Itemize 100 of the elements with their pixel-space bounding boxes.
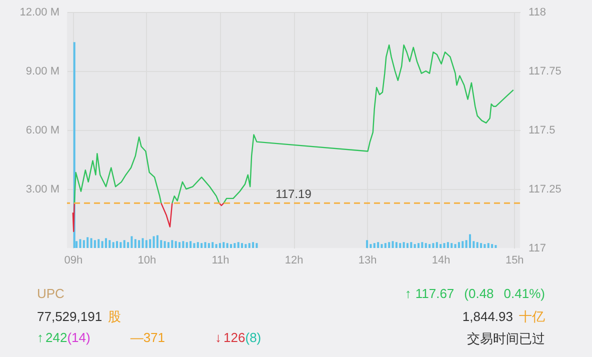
bar [484,244,486,248]
bar [402,242,405,248]
text: UPC [37,286,64,301]
text: 0.41%) [504,286,545,301]
bar [377,242,380,248]
y2-tick-label: 117.5 [528,124,556,136]
bar [112,242,114,248]
bar [212,242,214,248]
line-series [172,176,220,204]
bar [450,243,453,248]
bar [241,243,244,248]
text: 十亿 [519,308,545,326]
bar [98,239,100,248]
bar [494,245,497,248]
bar [152,236,155,248]
y-tick-label: 12.00 M [20,6,60,18]
y-tick-label: 3.00 M [26,184,60,196]
bar [476,242,478,248]
ref-line-label: 117.19 [276,187,312,202]
bar [418,243,420,248]
bar [222,242,225,248]
y2-tick-label: 117.25 [528,184,562,196]
bar [174,241,177,248]
bar [424,243,427,248]
bar [421,242,424,248]
bar [462,241,464,248]
bar [123,240,126,248]
bar [256,243,258,248]
bar [186,242,188,248]
x-tick-label: 13h [358,254,377,266]
x-tick-label: 15h [505,254,524,266]
bar [230,244,232,248]
text: 242 [46,330,68,345]
y2-tick-label: 117.75 [528,66,562,78]
bar [248,243,250,248]
bar [234,243,236,248]
line-series [74,136,162,204]
bar [244,244,247,248]
text: ↓ [215,330,222,345]
bar [370,244,372,248]
bar [458,242,460,248]
bar [101,241,104,248]
bar [156,235,158,248]
bar [443,243,446,248]
bar [446,242,449,248]
y2-tick-label: 117 [528,242,546,254]
text: 股 [108,308,122,326]
bar [79,239,82,248]
text: 交易时间已过 [467,330,545,348]
bar [204,242,206,248]
bar [108,240,111,248]
bar [215,244,218,248]
line-series [223,44,514,204]
bar [468,234,471,248]
bar [193,243,196,248]
bar [142,238,144,248]
bar [410,242,412,248]
bar [196,242,199,248]
bar [252,242,254,248]
bar [395,242,398,248]
bar [366,240,368,248]
bar [218,243,221,248]
bar [480,243,482,248]
y-tick-label: 9.00 M [26,66,60,78]
text: (0.48 [464,286,494,301]
text: 77,529,191 [37,309,102,324]
bar [380,244,383,248]
bar [182,241,184,248]
text: ↑ [404,286,412,301]
x-tick-label: 11h [212,254,230,266]
bar [406,243,408,248]
bar [171,240,174,248]
text: 126 [224,330,246,345]
bar [384,243,386,248]
bar [399,243,402,248]
bar [178,242,181,248]
bar [428,244,431,248]
bar [226,243,228,248]
bar [414,244,416,248]
text: —371 [130,330,166,345]
text: ↑ [37,330,44,345]
bar [164,241,166,248]
bar [130,236,133,248]
bar [104,238,107,248]
x-tick-label: 10h [138,254,156,266]
bar [440,244,442,248]
bar [145,240,148,248]
bar [149,239,152,248]
bar [167,242,170,248]
y2-tick-label: 118 [528,6,546,18]
x-tick-label: 12h [284,254,304,266]
text: (14) [67,330,90,345]
bar [237,242,240,248]
bar [432,243,434,248]
text: (8) [245,330,262,345]
x-tick-label: 14h [432,254,450,266]
bar [120,242,122,248]
bar [90,238,92,248]
bar [454,244,456,248]
bar [116,241,118,248]
